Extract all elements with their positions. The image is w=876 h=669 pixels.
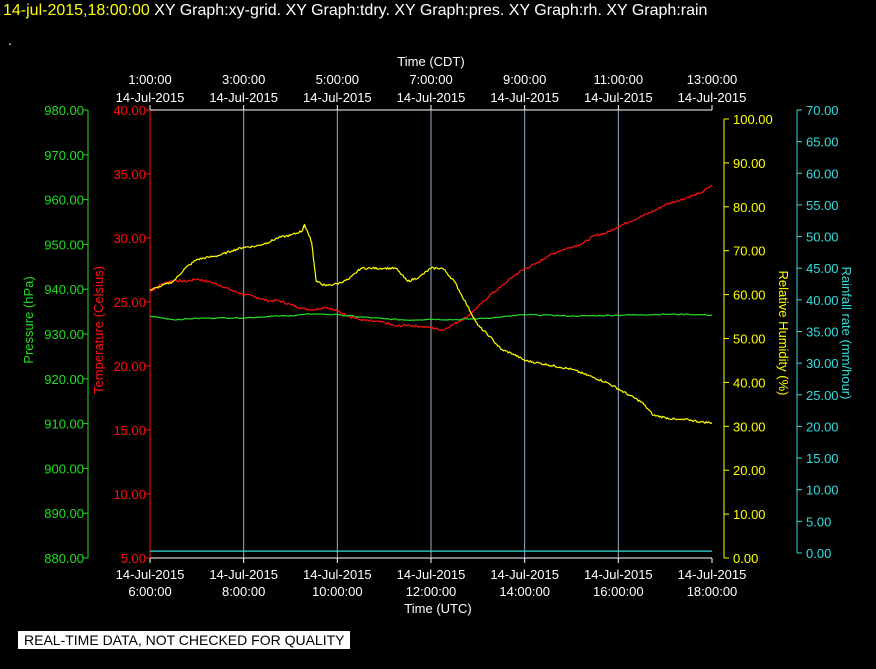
x-tick-label-bottom-date: 14-Jul-2015: [584, 567, 653, 582]
rain-axis-title: Rainfall rate (mm/hour): [839, 267, 854, 400]
header-graph-rh: XY Graph:rh.: [508, 2, 602, 19]
rain-tick-label: 70.00: [806, 103, 839, 118]
pressure-tick-label: 910.00: [44, 417, 84, 432]
pressure-tick-label: 900.00: [44, 461, 84, 476]
pressure-tick-label: 880.00: [44, 551, 84, 566]
rain-tick-label: 40.00: [806, 293, 839, 308]
x-tick-label-top-date: 14-Jul-2015: [584, 90, 653, 105]
rain-tick-label: 10.00: [806, 483, 839, 498]
x-tick-label-top-time: 9:00:00: [503, 72, 546, 87]
humidity-axis-title: Relative Humidity (%): [776, 271, 791, 396]
x-tick-label-bottom-time: 18:00:00: [687, 584, 738, 599]
x-tick-label-bottom-date: 14-Jul-2015: [397, 567, 466, 582]
humidity-tick-label: 10.00: [733, 507, 766, 522]
quality-disclaimer: REAL-TIME DATA, NOT CHECKED FOR QUALITY: [18, 631, 351, 649]
rain-tick-label: 60.00: [806, 166, 839, 181]
header-graph-xy-grid: XY Graph:xy-grid.: [154, 2, 282, 19]
temperature-axis-title: Temperature (Celsius): [91, 266, 106, 394]
series-line-rh: [149, 223, 713, 425]
series-line-pres: [149, 313, 713, 321]
humidity-tick-label: 100.00: [733, 112, 773, 127]
rain-tick-label: 0.00: [806, 546, 831, 561]
header-dot: .: [8, 32, 12, 48]
x-tick-label-bottom-date: 14-Jul-2015: [209, 567, 278, 582]
temperature-tick-label: 35.00: [113, 167, 146, 182]
pressure-tick-label: 980.00: [44, 103, 84, 118]
rain-tick-label: 30.00: [806, 356, 839, 371]
header-graph-rain: XY Graph:rain: [606, 2, 708, 19]
humidity-tick-label: 60.00: [733, 288, 766, 303]
header-graph-pres: XY Graph:pres.: [394, 2, 505, 19]
rain-tick-label: 35.00: [806, 325, 839, 340]
x-tick-label-top-time: 7:00:00: [409, 72, 452, 87]
humidity-tick-label: 0.00: [733, 551, 758, 566]
temperature-tick-label: 40.00: [113, 103, 146, 118]
temperature-tick-label: 20.00: [113, 359, 146, 374]
humidity-tick-label: 50.00: [733, 332, 766, 347]
series-line-tdry: [149, 184, 713, 331]
pressure-tick-label: 940.00: [44, 282, 84, 297]
x-tick-label-bottom-time: 8:00:00: [222, 584, 265, 599]
x-tick-label-top-time: 5:00:00: [316, 72, 359, 87]
humidity-tick-label: 30.00: [733, 419, 766, 434]
x-tick-label-top-time: 3:00:00: [222, 72, 265, 87]
x-tick-label-bottom-date: 14-Jul-2015: [678, 567, 747, 582]
x-tick-label-top-date: 14-Jul-2015: [397, 90, 466, 105]
temperature-tick-label: 5.00: [121, 551, 146, 566]
x-tick-label-bottom-time: 12:00:00: [406, 584, 457, 599]
x-axis-title-top: Time (CDT): [397, 54, 464, 69]
rain-tick-label: 20.00: [806, 419, 839, 434]
x-tick-label-bottom-time: 14:00:00: [499, 584, 550, 599]
x-tick-label-bottom-time: 10:00:00: [312, 584, 363, 599]
rain-tick-label: 50.00: [806, 230, 839, 245]
x-tick-label-top-date: 14-Jul-2015: [490, 90, 559, 105]
humidity-tick-label: 40.00: [733, 375, 766, 390]
rain-tick-label: 25.00: [806, 388, 839, 403]
humidity-tick-label: 70.00: [733, 244, 766, 259]
x-tick-label-top-time: 1:00:00: [128, 72, 171, 87]
pressure-tick-label: 970.00: [44, 148, 84, 163]
header-graph-tdry: XY Graph:tdry.: [285, 2, 390, 19]
x-axis-title-bottom: Time (UTC): [404, 601, 471, 616]
x-tick-label-bottom-time: 16:00:00: [593, 584, 644, 599]
x-tick-label-top-date: 14-Jul-2015: [678, 90, 747, 105]
pressure-tick-label: 950.00: [44, 237, 84, 252]
rain-tick-label: 45.00: [806, 261, 839, 276]
header-datetime: 14-jul-2015,18:00:00: [3, 2, 150, 19]
header: 14-jul-2015,18:00:00 XY Graph:xy-grid. X…: [3, 2, 707, 20]
humidity-tick-label: 20.00: [733, 463, 766, 478]
humidity-tick-label: 80.00: [733, 200, 766, 215]
pressure-tick-label: 960.00: [44, 193, 84, 208]
pressure-tick-label: 890.00: [44, 506, 84, 521]
pressure-tick-label: 930.00: [44, 327, 84, 342]
x-tick-label-bottom-date: 14-Jul-2015: [303, 567, 372, 582]
temperature-tick-label: 30.00: [113, 231, 146, 246]
x-tick-label-top-date: 14-Jul-2015: [303, 90, 372, 105]
rain-tick-label: 65.00: [806, 135, 839, 150]
x-tick-label-top-time: 11:00:00: [594, 72, 644, 87]
x-tick-label-bottom-date: 14-Jul-2015: [116, 567, 185, 582]
temperature-tick-label: 15.00: [113, 423, 146, 438]
temperature-tick-label: 10.00: [113, 487, 146, 502]
temperature-tick-label: 25.00: [113, 295, 146, 310]
rain-tick-label: 55.00: [806, 198, 839, 213]
pressure-tick-label: 920.00: [44, 372, 84, 387]
pressure-axis-title: Pressure (hPa): [21, 276, 36, 363]
x-tick-label-bottom-date: 14-Jul-2015: [490, 567, 559, 582]
humidity-tick-label: 90.00: [733, 156, 766, 171]
rain-tick-label: 15.00: [806, 451, 839, 466]
x-tick-label-top-date: 14-Jul-2015: [116, 90, 185, 105]
rain-tick-label: 5.00: [806, 514, 831, 529]
x-tick-label-top-date: 14-Jul-2015: [209, 90, 278, 105]
x-tick-label-top-time: 13:00:00: [687, 72, 738, 87]
x-tick-label-bottom-time: 6:00:00: [128, 584, 171, 599]
